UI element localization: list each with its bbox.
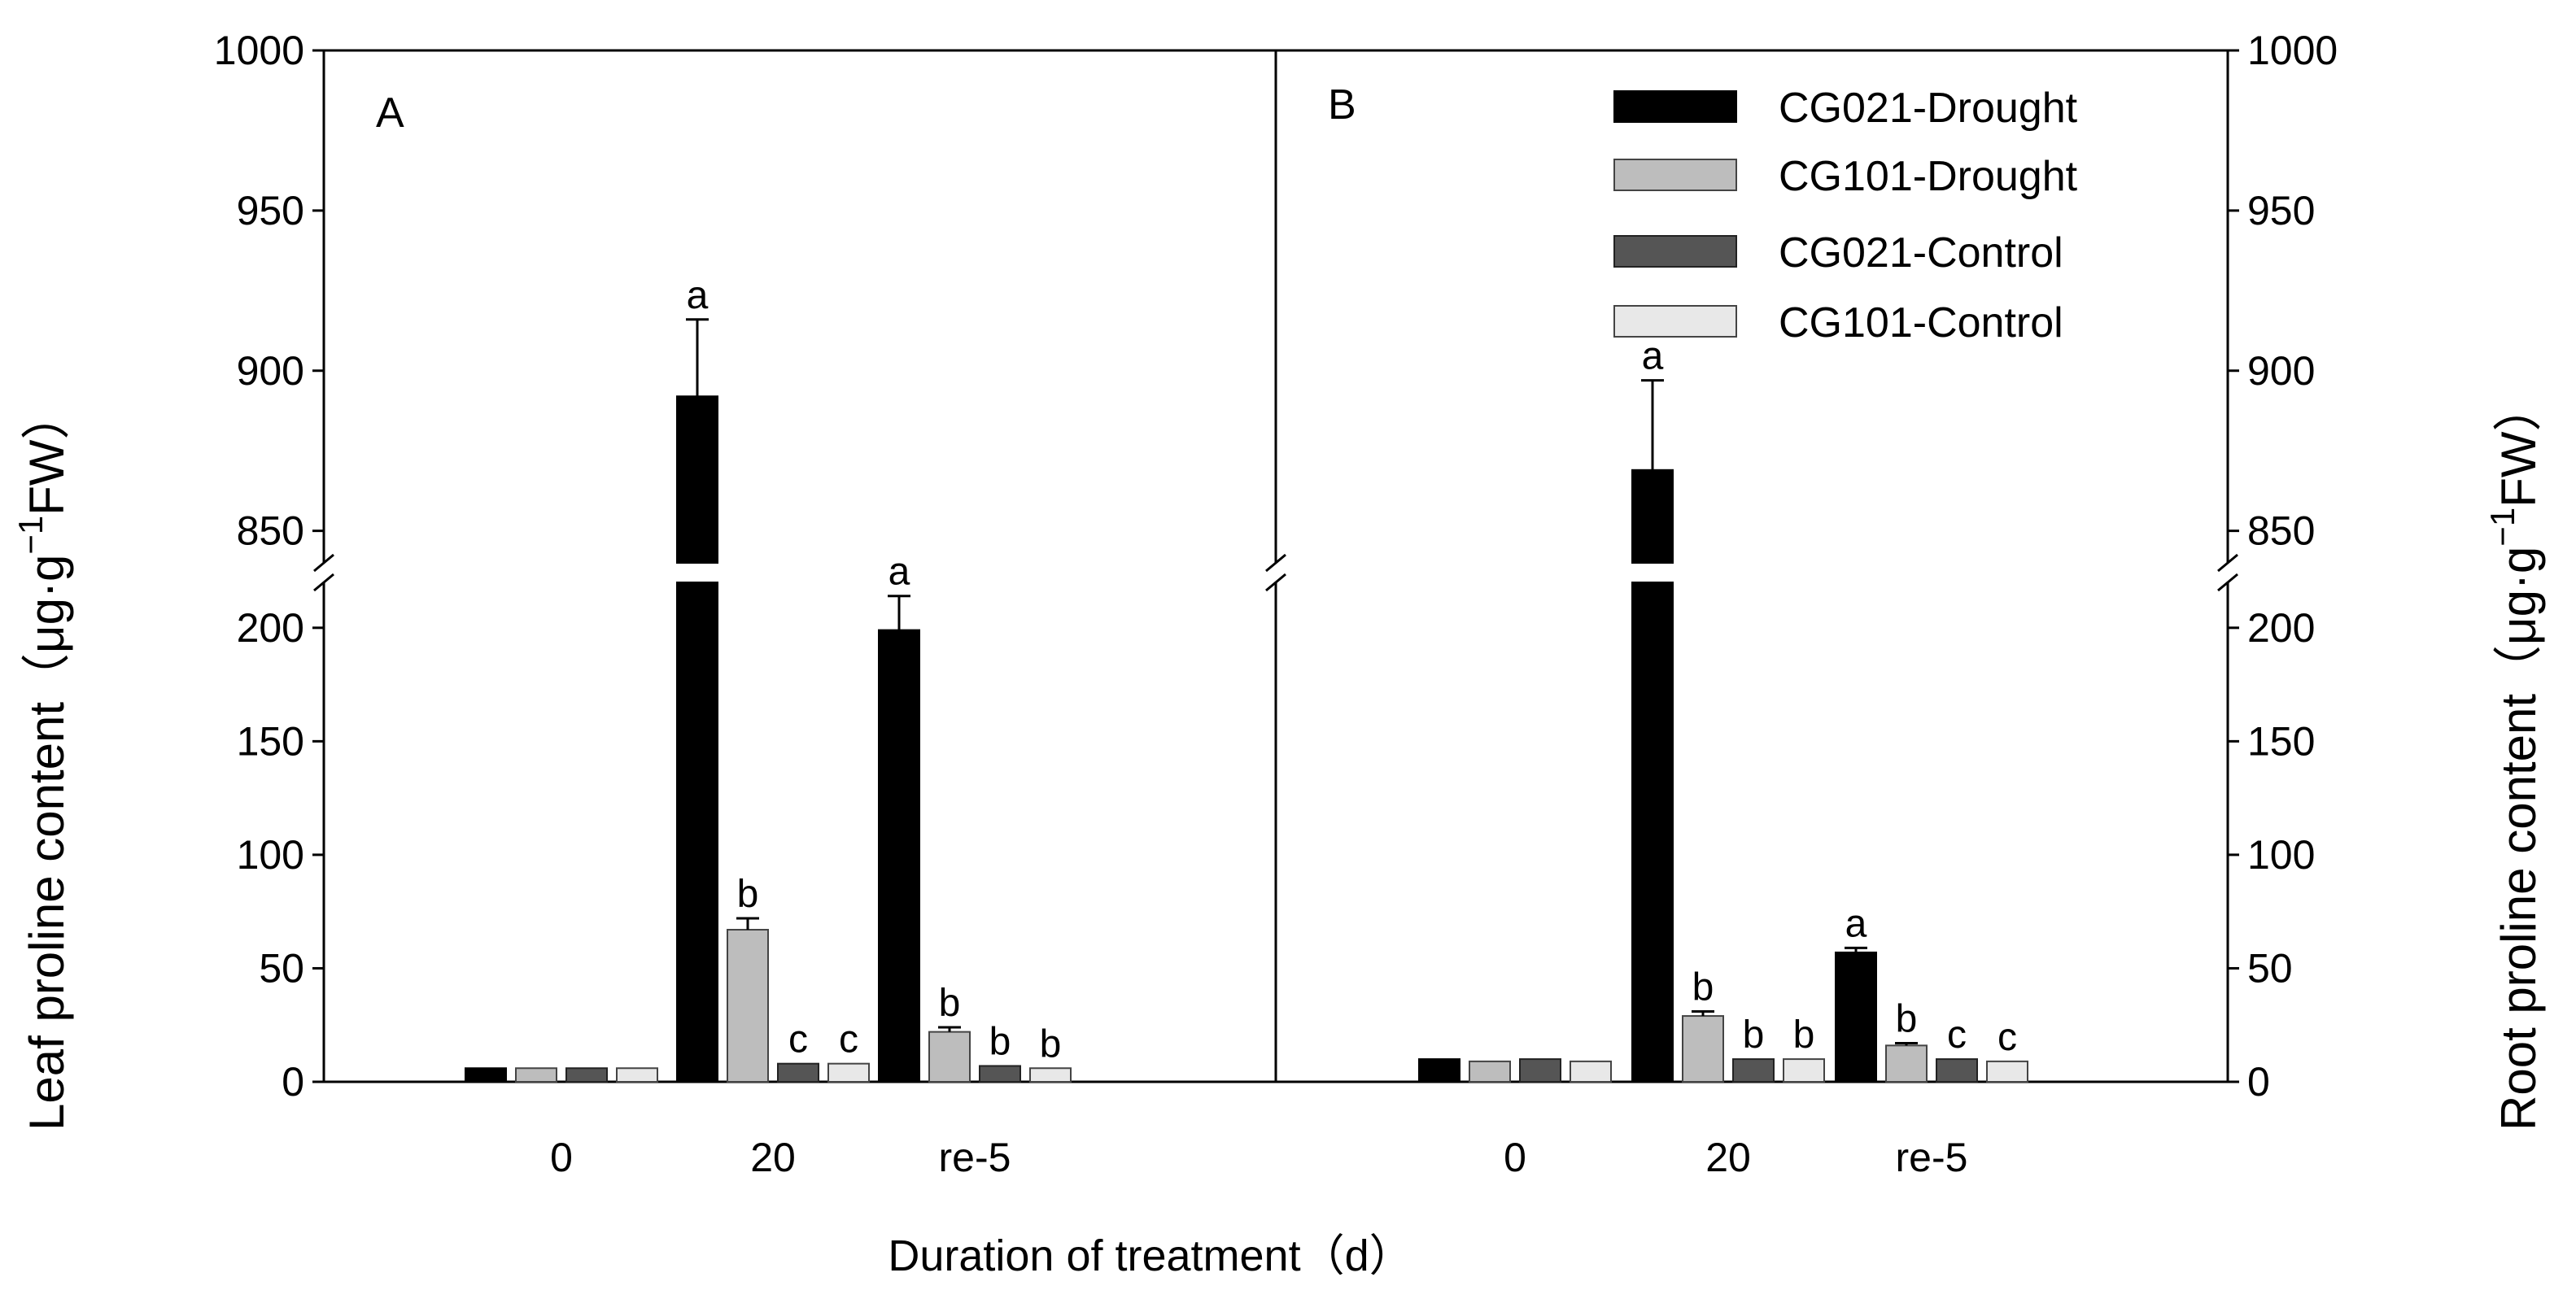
significance-letter: c bbox=[839, 1018, 858, 1061]
y-axis-title-right: Root proline content（μg·g−1FW） bbox=[2483, 383, 2546, 1131]
y-axis-title-left: Leaf proline content（μg·g−1FW） bbox=[11, 390, 74, 1131]
y-upper-tick-label-right: 900 bbox=[2247, 348, 2315, 394]
bar bbox=[827, 1062, 870, 1083]
y-lower-tick-label-left: 0 bbox=[282, 1059, 304, 1105]
bar bbox=[1029, 1067, 1072, 1083]
legend-swatch-cg021-control bbox=[1613, 235, 1737, 268]
panel-label-a: A bbox=[376, 89, 404, 137]
bar bbox=[1570, 1060, 1612, 1083]
significance-letter: c bbox=[788, 1018, 808, 1061]
legend-label: CG101-Control bbox=[1779, 299, 2063, 347]
significance-letter: b bbox=[1743, 1013, 1765, 1057]
bars-layer bbox=[465, 318, 2028, 1083]
y-axis-title-right-sup: −1 bbox=[2483, 508, 2521, 547]
bar bbox=[1631, 469, 1674, 564]
legend-label: CG021-Drought bbox=[1779, 85, 2078, 132]
bar bbox=[878, 629, 920, 1083]
significance-letter: b bbox=[1692, 965, 1714, 1009]
y-upper-tick-label-left: 950 bbox=[237, 188, 304, 233]
center-break-mark bbox=[1265, 553, 1286, 573]
y-axis-title-right-main: Root proline content（μg·g bbox=[2491, 547, 2546, 1131]
category-label: 0 bbox=[550, 1135, 573, 1180]
legend-label: CG021-Control bbox=[1779, 229, 2063, 277]
bar bbox=[1936, 1058, 1978, 1083]
significance-letter: a bbox=[687, 274, 709, 317]
ticks-layer: 0 0 50 50 100 100 150 150 200 200 850 850 900 900 950 9… bbox=[214, 28, 2338, 1105]
y-lower-tick-label-right: 50 bbox=[2247, 945, 2293, 991]
bar bbox=[565, 1067, 608, 1083]
bar bbox=[515, 1067, 557, 1083]
significance-letter: b bbox=[939, 982, 961, 1025]
legend-swatch-cg101-control bbox=[1613, 305, 1737, 338]
bar bbox=[1783, 1058, 1825, 1083]
bar bbox=[928, 1031, 971, 1083]
y-lower-tick-label-left: 150 bbox=[237, 718, 304, 764]
bar bbox=[1732, 1058, 1775, 1083]
bar bbox=[616, 1067, 658, 1083]
center-break-mark bbox=[1265, 573, 1286, 592]
category-label: re-5 bbox=[1896, 1135, 1968, 1180]
significance-letter: c bbox=[1997, 1016, 2017, 1059]
y-lower-tick-label-left: 200 bbox=[237, 605, 304, 651]
right-break-mark bbox=[2217, 553, 2238, 573]
right-break-mark bbox=[2217, 573, 2238, 592]
significance-letter: b bbox=[1896, 998, 1918, 1041]
bar bbox=[465, 1067, 507, 1083]
category-label: 20 bbox=[1705, 1135, 1751, 1180]
y-upper-tick-label-left: 900 bbox=[237, 348, 304, 394]
y-upper-tick-label-left: 1000 bbox=[214, 28, 304, 73]
significance-letter: b bbox=[1040, 1022, 1062, 1066]
bar bbox=[727, 929, 769, 1083]
panel-label-b: B bbox=[1328, 81, 1356, 129]
y-upper-tick-label-right: 850 bbox=[2247, 508, 2315, 554]
significance-letter: b bbox=[737, 873, 759, 916]
y-lower-tick-label-left: 50 bbox=[259, 945, 304, 991]
legend-swatch-cg101-drought bbox=[1613, 159, 1737, 191]
y-upper-tick-label-right: 1000 bbox=[2247, 28, 2338, 73]
left-break-mark bbox=[313, 573, 334, 592]
bar bbox=[676, 395, 718, 564]
axis-break-marks bbox=[313, 553, 2238, 592]
y-lower-tick-label-right: 100 bbox=[2247, 832, 2315, 878]
bar bbox=[1418, 1058, 1460, 1083]
plot-frame bbox=[322, 49, 2229, 1083]
bar bbox=[1885, 1044, 1928, 1083]
y-axis-title-right-tail: FW） bbox=[2491, 383, 2546, 508]
y-lower-tick-label-right: 0 bbox=[2247, 1059, 2270, 1105]
y-axis-title-left-sup: −1 bbox=[11, 516, 50, 555]
bar bbox=[1682, 1015, 1724, 1083]
significance-letter: b bbox=[1793, 1013, 1815, 1057]
significance-letter: c bbox=[1947, 1013, 1967, 1057]
y-axis-title-left-main: Leaf proline content（μg·g bbox=[20, 555, 74, 1131]
left-break-mark bbox=[313, 553, 334, 573]
category-label: 0 bbox=[1504, 1135, 1526, 1180]
significance-letter: a bbox=[889, 551, 910, 594]
bar bbox=[1519, 1058, 1561, 1083]
y-upper-tick-label-right: 950 bbox=[2247, 188, 2315, 233]
category-label: 20 bbox=[750, 1135, 796, 1180]
significance-letter: a bbox=[1845, 902, 1867, 945]
bar bbox=[777, 1062, 819, 1083]
bar bbox=[979, 1065, 1021, 1083]
legend-label: CG101-Drought bbox=[1779, 153, 2078, 200]
y-axis-title-left-tail: FW） bbox=[20, 390, 74, 515]
bar bbox=[1469, 1060, 1511, 1083]
bar bbox=[1986, 1060, 2028, 1083]
y-upper-tick-label-left: 850 bbox=[237, 508, 304, 554]
y-lower-tick-label-right: 200 bbox=[2247, 605, 2315, 651]
y-lower-tick-label-right: 150 bbox=[2247, 718, 2315, 764]
y-lower-tick-label-left: 100 bbox=[237, 832, 304, 878]
significance-letter: b bbox=[989, 1020, 1011, 1063]
category-label: re-5 bbox=[939, 1135, 1011, 1180]
bar bbox=[1835, 951, 1877, 1083]
legend: CG021-Drought CG101-Drought CG021-Contro… bbox=[1613, 85, 2078, 347]
bar bbox=[676, 582, 718, 1083]
bar bbox=[1631, 582, 1674, 1083]
significance-letter: a bbox=[1642, 335, 1664, 378]
x-axis-title: Duration of treatment（d） bbox=[888, 1231, 1412, 1280]
legend-swatch-cg021-drought bbox=[1613, 90, 1737, 123]
